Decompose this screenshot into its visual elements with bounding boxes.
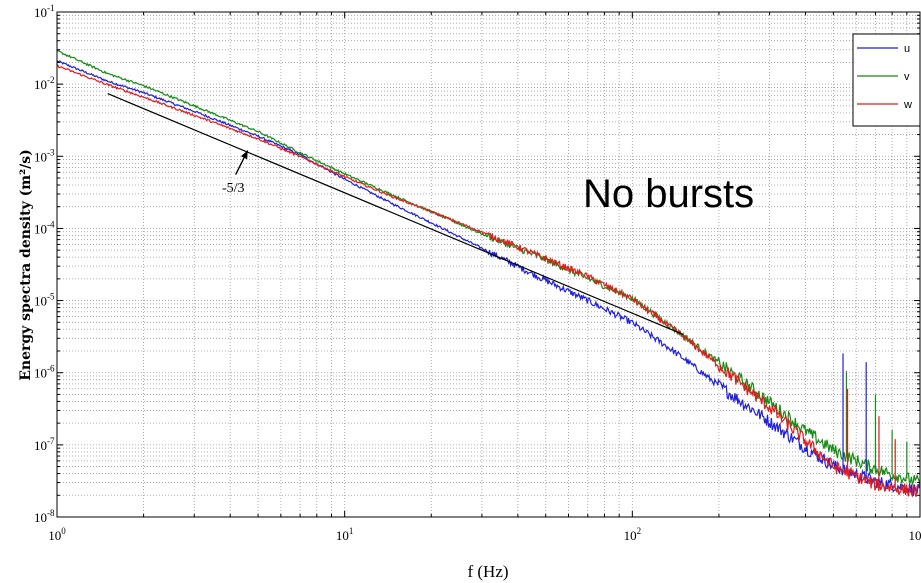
x-tick-label: 100 [48,526,66,543]
x-tick-label: 101 [336,526,354,543]
plot-frame [56,11,921,518]
series-group [57,49,920,498]
series-v-line [57,49,920,487]
y-tick-label: 10-1 [34,3,55,20]
series-u-line [57,60,920,497]
legend-label-u: u [904,43,910,55]
legend: u v w [852,33,921,127]
slope-arrowhead [240,150,248,160]
y-tick-labels: 10-8 10-7 10-6 10-5 10-4 10-3 10-2 10-1 [34,3,55,525]
slope-label: -5/3 [222,181,245,196]
legend-box [852,33,921,127]
legend-label-w: w [903,99,912,111]
y-tick-label: 10-2 [34,75,55,92]
y-tick-label: 10-4 [34,219,55,236]
grid [56,12,920,518]
legend-label-v: v [904,71,910,83]
reference-slope-line [107,93,684,335]
x-tick-labels: 100 101 102 103 [48,526,921,543]
y-tick-label: 10-5 [34,292,55,309]
x-axis-label: f (Hz) [467,562,508,581]
y-tick-label: 10-3 [34,147,55,164]
y-tick-label: 10-8 [34,508,55,525]
y-axis-label: Energy spectra density (m²/s) [18,149,34,381]
x-tick-label: 103 [909,526,921,543]
series-w-line [57,64,920,498]
y-tick-label: 10-7 [34,436,55,453]
annotation-no-bursts: No bursts [583,172,754,216]
y-tick-label: 10-6 [34,364,55,381]
x-tick-label: 102 [624,526,642,543]
